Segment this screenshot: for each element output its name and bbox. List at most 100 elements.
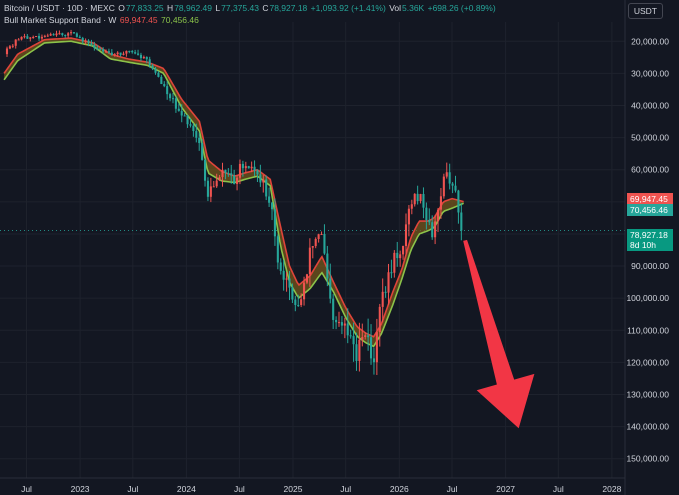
volume-change: +698.26 (+0.89%) (427, 3, 496, 13)
candle-body (384, 291, 387, 293)
candle-body (355, 344, 358, 361)
candle-body (340, 322, 343, 326)
candle-body (352, 336, 355, 345)
candle-body (198, 137, 201, 144)
candle-body (49, 34, 52, 36)
y-tick-label: 50,000.00 (631, 133, 669, 143)
candle-body (52, 34, 55, 36)
candle-body (195, 131, 198, 138)
candle-body (407, 208, 410, 225)
candle-body (180, 110, 183, 116)
candle-body (288, 278, 291, 288)
candle-body (46, 35, 49, 37)
close-value: 78,927.18 (269, 3, 308, 13)
candle-body (265, 179, 268, 197)
candle-body (416, 193, 419, 202)
candle-body (128, 50, 131, 52)
candle-body (125, 50, 128, 54)
candle-body (131, 51, 134, 53)
band-upper-tag: 69,947.45 (627, 193, 673, 205)
candle-body (227, 172, 230, 174)
candle-body (335, 319, 338, 323)
candle-body (37, 35, 41, 39)
candle-body (72, 32, 76, 34)
y-tick-label: 20,000.00 (631, 36, 669, 46)
candle-body (154, 68, 157, 73)
candle-body (139, 54, 143, 59)
candle-body (448, 172, 451, 184)
candle-body (259, 174, 262, 183)
candle-body (320, 234, 323, 236)
candle-body (419, 194, 422, 202)
candle-body (454, 185, 457, 191)
candle-body (393, 252, 396, 273)
candle-body (250, 166, 253, 169)
x-tick-label: 2028 (602, 484, 621, 494)
candle-body (457, 190, 460, 213)
candle-body (183, 115, 186, 117)
y-tick-label: 40,000.00 (631, 100, 669, 110)
indicator-name[interactable]: Bull Market Support Band · W (4, 15, 117, 25)
candle-body (244, 166, 247, 169)
candle-body (67, 33, 70, 36)
last-price-tag: 78,927.18 8d 10h (627, 229, 673, 251)
candle-body (390, 272, 393, 274)
y-tick-label: 90,000.00 (631, 261, 669, 271)
x-tick-label: Jul (234, 484, 245, 494)
candle-body (96, 47, 99, 49)
candle-body (70, 32, 73, 34)
candle-body (314, 239, 317, 247)
candle-body (203, 159, 207, 181)
candle-body (26, 36, 29, 39)
candle-body (142, 56, 145, 59)
high-value: 78,962.49 (174, 3, 213, 13)
candle-body (102, 49, 105, 52)
candle-body (61, 33, 64, 35)
candle-body (428, 220, 431, 223)
candle-body (209, 186, 212, 197)
candle-body (157, 72, 160, 77)
candle-body (99, 48, 102, 50)
y-tick-label: 120,000.00 (626, 357, 669, 367)
x-tick-label: 2025 (284, 484, 303, 494)
x-tick-label: Jul (127, 484, 138, 494)
candle-body (20, 36, 23, 40)
candle-body (171, 98, 175, 100)
candle-body (273, 209, 276, 237)
candle-body (119, 52, 122, 55)
candle-body (163, 84, 166, 87)
candle-body (5, 48, 9, 55)
candle-body (136, 53, 140, 55)
volume-value: 5.36K (402, 3, 425, 13)
close-label: C (262, 3, 269, 13)
candle-body (346, 323, 349, 336)
candle-body (224, 169, 227, 173)
x-tick-label: 2023 (71, 484, 90, 494)
currency-button[interactable]: USDT (627, 3, 663, 19)
candle-body (451, 183, 454, 186)
y-tick-label: 150,000.00 (626, 454, 669, 464)
x-tick-label: Jul (340, 484, 351, 494)
candle-body (372, 358, 375, 363)
candle-body (297, 304, 300, 306)
candle-body (64, 34, 67, 36)
candle-body (425, 207, 428, 221)
candle-body (402, 245, 405, 255)
y-tick-label: 140,000.00 (626, 422, 669, 432)
candle-body (110, 52, 113, 56)
candle-body (43, 35, 46, 37)
candle-body (116, 52, 119, 55)
candle-body (174, 98, 177, 109)
candle-body (282, 270, 285, 280)
candle-body (32, 37, 35, 39)
x-tick-label: Jul (447, 484, 458, 494)
candle-body (323, 234, 326, 254)
candle-body (434, 221, 437, 238)
symbol-label[interactable]: Bitcoin / USDT · 10D · MEXC (4, 3, 115, 13)
candle-body (113, 54, 116, 56)
candle-body (145, 56, 148, 60)
y-tick-label: 110,000.00 (627, 325, 669, 335)
